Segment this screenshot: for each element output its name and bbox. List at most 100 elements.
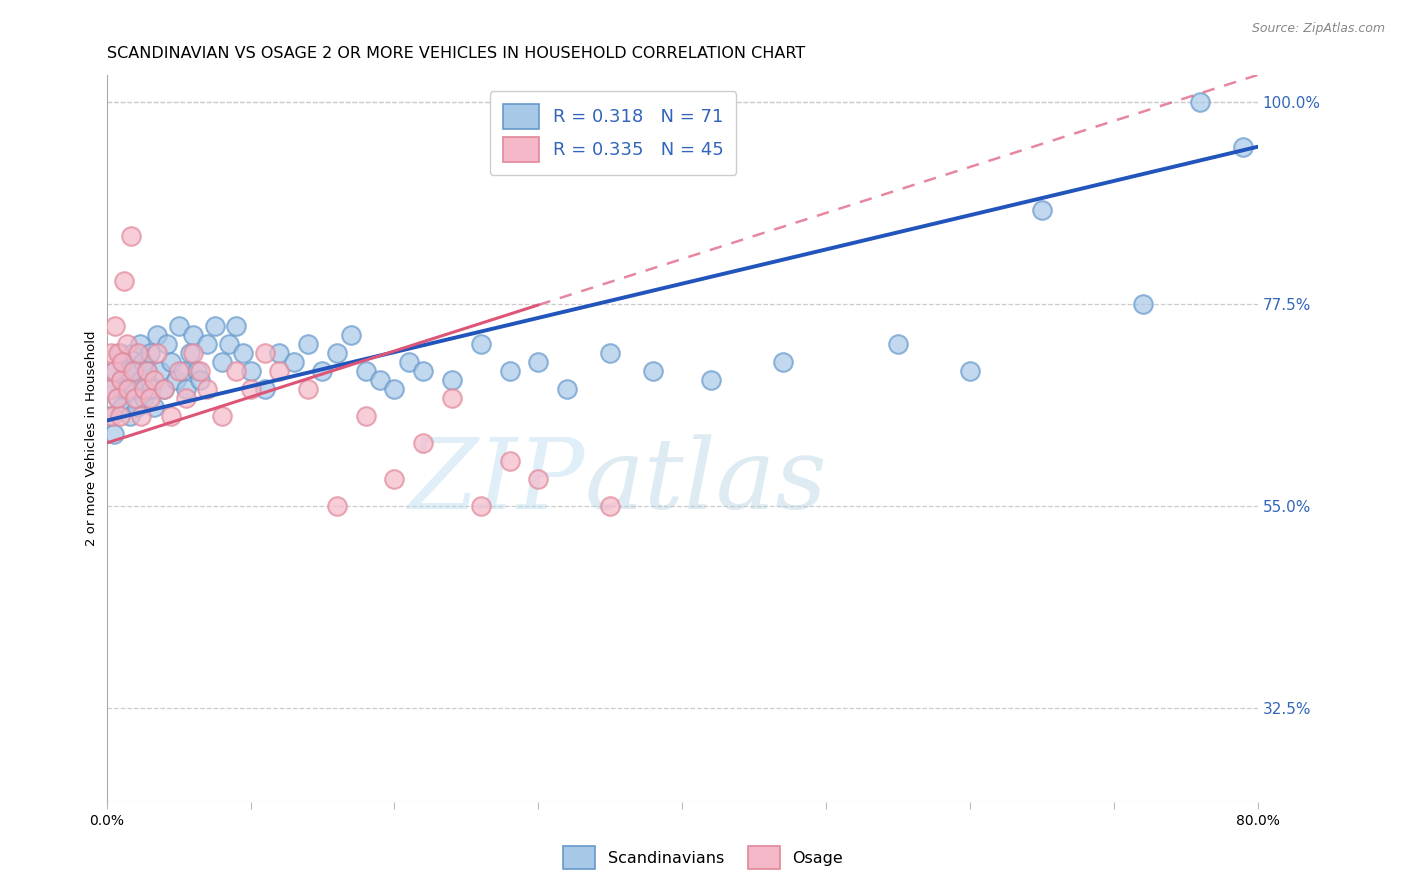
Point [181,328,204,343]
Text: Source: ZipAtlas.com: Source: ZipAtlas.com [1251,22,1385,36]
Point [225,319,247,334]
Point [354,364,377,378]
Point [127,346,149,360]
Point [104,319,127,334]
Point [643,364,665,378]
Point [167,364,190,378]
Point [146,328,169,343]
Point [121,346,143,360]
Point [167,319,190,334]
Point [326,346,349,360]
Point [1132,297,1154,311]
Point [253,346,276,360]
Point [555,382,578,396]
Point [117,364,139,378]
Point [253,382,276,396]
Point [959,364,981,378]
Point [1189,95,1212,109]
Point [131,355,153,369]
Point [124,391,146,405]
Point [132,382,155,396]
Point [111,400,134,414]
Point [104,364,127,378]
Point [141,382,163,396]
Point [132,391,155,405]
Point [174,382,197,396]
Point [129,409,152,423]
Point [498,364,520,378]
Point [98,382,121,396]
Point [470,337,492,351]
Point [121,364,143,378]
Point [98,409,121,423]
Point [122,382,145,396]
Point [195,337,218,351]
Point [179,346,201,360]
Point [118,409,141,423]
Point [384,472,406,486]
Text: ZIP: ZIP [408,434,585,530]
Point [527,472,550,486]
Point [599,346,621,360]
Point [181,346,204,360]
Point [186,364,208,378]
Point [887,337,910,351]
Text: SCANDINAVIAN VS OSAGE 2 OR MORE VEHICLES IN HOUSEHOLD CORRELATION CHART: SCANDINAVIAN VS OSAGE 2 OR MORE VEHICLES… [107,46,804,62]
Point [297,337,319,351]
Point [107,346,129,360]
Point [498,454,520,468]
Point [108,409,131,423]
Point [105,391,128,405]
Point [135,364,157,378]
Point [326,499,349,513]
Point [143,400,166,414]
Point [174,391,197,405]
Point [269,364,291,378]
Point [160,409,183,423]
Point [412,364,434,378]
Point [772,355,794,369]
Point [1031,202,1053,217]
Point [135,364,157,378]
Point [269,346,291,360]
Point [297,382,319,396]
Point [156,337,179,351]
Point [114,382,136,396]
Point [165,373,187,387]
Point [112,274,135,288]
Point [172,364,194,378]
Point [107,391,129,405]
Point [101,382,124,396]
Point [311,364,333,378]
Point [143,373,166,387]
Legend: R = 0.318   N = 71, R = 0.335   N = 45: R = 0.318 N = 71, R = 0.335 N = 45 [489,91,737,175]
Text: atlas: atlas [585,434,827,530]
Point [101,409,124,423]
Point [232,346,254,360]
Point [211,409,233,423]
Point [139,346,162,360]
Point [125,400,148,414]
Point [160,355,183,369]
Point [239,382,262,396]
Point [195,382,218,396]
Point [124,364,146,378]
Point [188,373,211,387]
Point [188,364,211,378]
Point [398,355,420,369]
Point [527,355,550,369]
Legend: Scandinavians, Osage: Scandinavians, Osage [557,839,849,875]
Point [120,229,142,244]
Point [128,337,150,351]
Point [211,355,233,369]
Point [103,364,125,378]
Point [340,328,363,343]
Point [153,382,176,396]
Point [103,427,125,442]
Point [440,373,463,387]
Point [368,373,391,387]
Point [283,355,305,369]
Point [225,364,247,378]
Point [354,409,377,423]
Point [117,382,139,396]
